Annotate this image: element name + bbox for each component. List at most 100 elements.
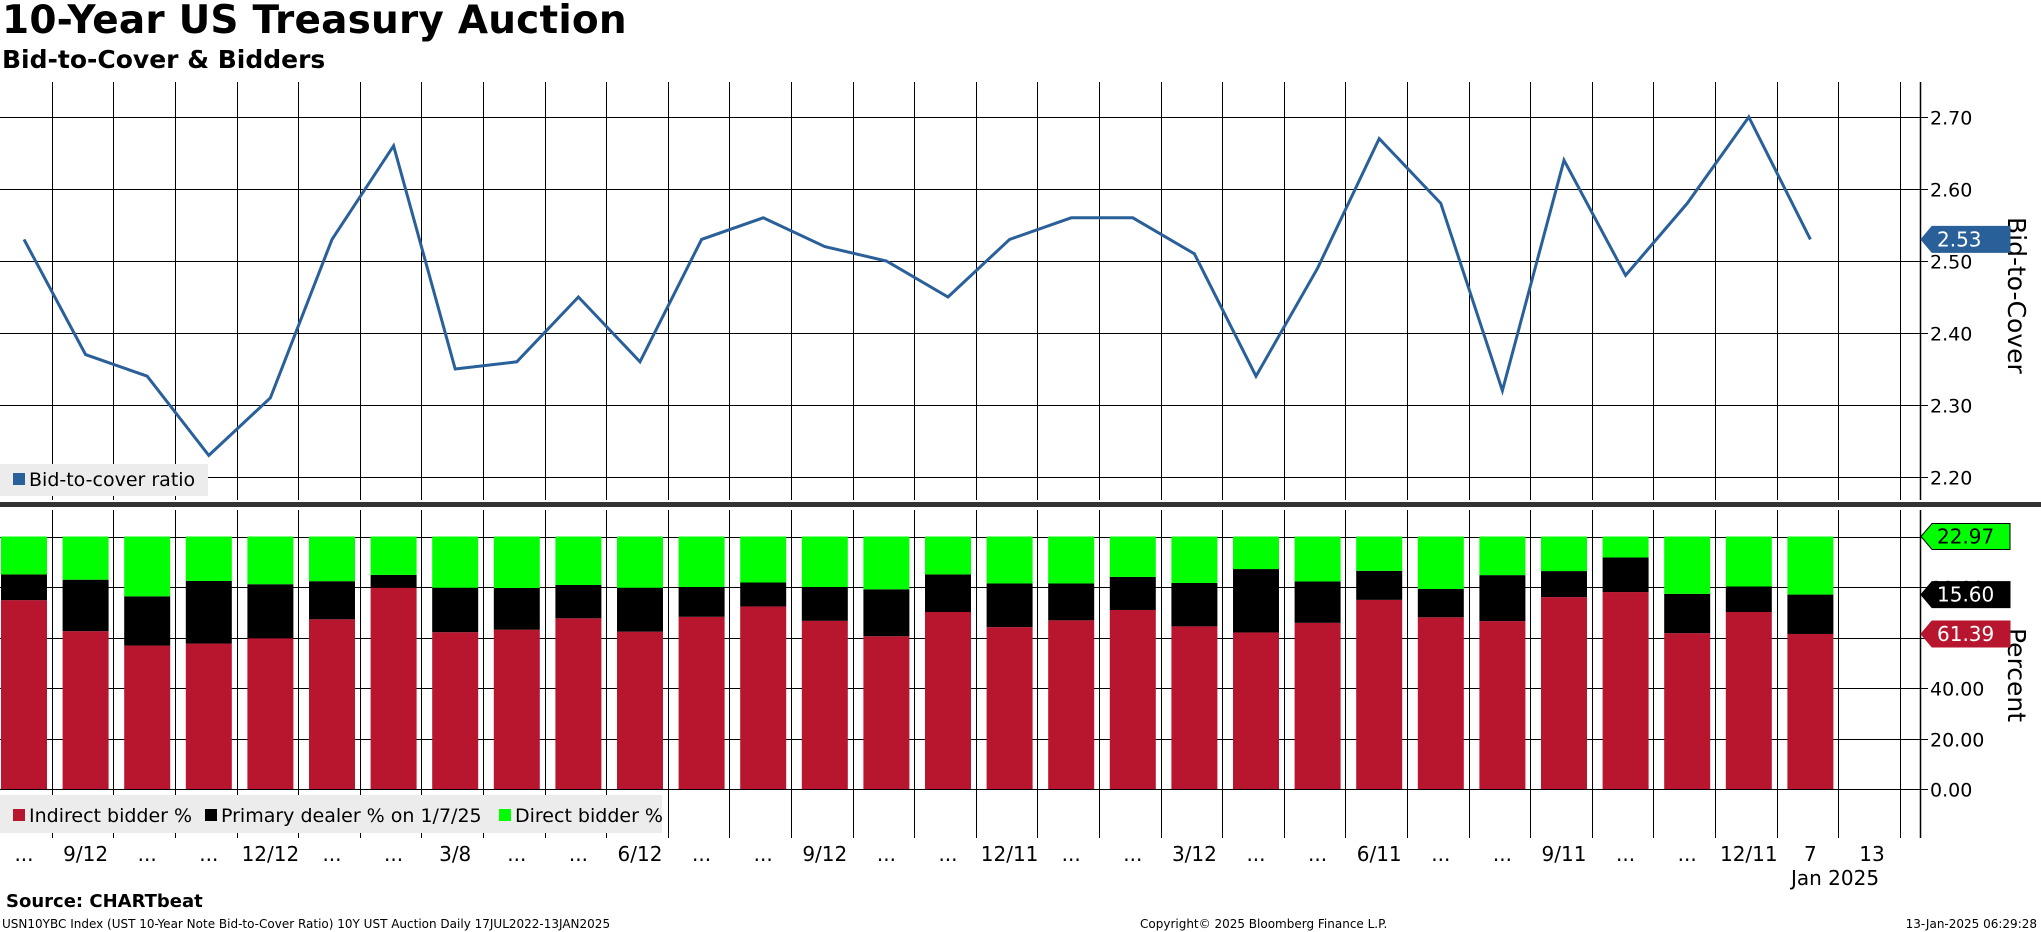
x-tick-label: ... xyxy=(754,842,773,866)
bar-indirect-segment xyxy=(309,619,355,789)
bar-direct-segment xyxy=(1602,536,1649,558)
bar-direct-segment xyxy=(247,536,294,585)
x-tick-label: ... xyxy=(1308,842,1327,866)
footer-index-description: USN10YBC Index (UST 10-Year Note Bid-to-… xyxy=(2,917,611,931)
bar-direct-segment xyxy=(1109,536,1156,577)
legend-label-bid-to-cover: Bid-to-cover ratio xyxy=(29,469,195,491)
bar-primary-dealer-segment xyxy=(185,580,232,644)
bar-direct-segment xyxy=(863,536,910,590)
bar-indirect-segment xyxy=(432,632,479,789)
bar-primary-dealer-segment xyxy=(247,584,294,639)
bar-direct-segment xyxy=(1171,536,1218,583)
bar-primary-dealer-segment xyxy=(740,582,787,607)
x-tick-label: 9/12 xyxy=(802,842,847,866)
x-tick-label: ... xyxy=(938,842,957,866)
bottom-y-tick-label: 20.00 xyxy=(1930,730,1984,752)
bar-indirect-segment xyxy=(986,627,1033,789)
bar-direct-segment xyxy=(678,536,725,587)
legend-swatch-bid-to-cover xyxy=(13,473,25,485)
bottom-y-tick-label: 0.00 xyxy=(1930,780,1972,802)
legend-label-primary-dealer: Primary dealer % on 1/7/25 xyxy=(221,805,482,827)
bid-to-cover-line xyxy=(22,114,1812,458)
bar-indirect-segment xyxy=(617,631,663,789)
panel-divider xyxy=(0,502,2041,507)
bar-direct-segment xyxy=(617,536,663,588)
bar-direct-segment xyxy=(1479,536,1526,576)
direct-last-value-label: 22.97 xyxy=(1937,525,1994,549)
bar-direct-segment xyxy=(1664,536,1711,594)
x-tick-label: ... xyxy=(384,842,403,866)
legend-label-indirect: Indirect bidder % xyxy=(29,805,192,827)
x-tick-label: ... xyxy=(14,842,33,866)
x-tick-label: ... xyxy=(138,842,157,866)
x-tick-label: ... xyxy=(877,842,896,866)
bar-direct-segment xyxy=(1417,536,1464,590)
bar-primary-dealer-segment xyxy=(432,587,479,633)
bar-indirect-segment xyxy=(493,629,540,789)
top-y-tick-label: 2.20 xyxy=(1930,468,1972,490)
bottom-y-tick-label: 40.00 xyxy=(1930,679,1984,701)
x-axis-year-label: Jan 2025 xyxy=(1789,866,1879,890)
bar-indirect-segment xyxy=(1048,620,1095,789)
primary-dealer-last-value-label: 15.60 xyxy=(1937,583,1994,607)
bar-direct-segment xyxy=(925,536,971,575)
x-tick-label: ... xyxy=(692,842,711,866)
bar-direct-segment xyxy=(740,536,787,583)
bar-primary-dealer-segment xyxy=(617,587,663,632)
bar-direct-segment xyxy=(986,536,1033,584)
bar-direct-segment xyxy=(555,536,602,585)
x-tick-label: ... xyxy=(1123,842,1142,866)
x-tick-label: 12/11 xyxy=(981,842,1039,866)
bid-to-cover-last-value-label: 2.53 xyxy=(1937,227,1982,251)
top-y-tick-label: 2.30 xyxy=(1930,396,1972,418)
bar-primary-dealer-segment xyxy=(1294,581,1341,623)
top-y-tick-label: 2.50 xyxy=(1930,252,1972,274)
x-tick-label: 12/11 xyxy=(1720,842,1778,866)
bar-primary-dealer-segment xyxy=(986,583,1033,628)
direct-last-value-box xyxy=(1920,523,2011,550)
bar-direct-segment xyxy=(801,536,848,587)
bar-indirect-segment xyxy=(247,638,294,789)
bar-indirect-segment xyxy=(1664,633,1711,789)
bar-indirect-segment xyxy=(1417,617,1464,789)
x-tick-label: 9/12 xyxy=(63,842,108,866)
indirect-last-value-label: 61.39 xyxy=(1937,622,1994,646)
bar-direct-segment xyxy=(1048,536,1095,584)
bar-direct-segment xyxy=(1,536,47,575)
bar-primary-dealer-segment xyxy=(1479,575,1526,622)
bar-indirect-segment xyxy=(1233,632,1279,789)
bar-primary-dealer-segment xyxy=(493,588,540,630)
bar-primary-dealer-segment xyxy=(1048,583,1095,621)
chart-subtitle: Bid-to-Cover & Bidders xyxy=(2,45,326,74)
primary-dealer-last-value-box xyxy=(1920,581,2011,609)
x-tick-label: 13 xyxy=(1859,842,1884,866)
bar-indirect-segment xyxy=(1541,597,1587,789)
legend-swatch-primary-dealer xyxy=(205,809,217,821)
bar-primary-dealer-segment xyxy=(1417,589,1464,618)
bar-direct-segment xyxy=(309,536,355,582)
bar-indirect-segment xyxy=(925,611,971,789)
bar-indirect-segment xyxy=(1602,592,1649,789)
x-tick-label: 12/12 xyxy=(242,842,300,866)
x-tick-label: 6/11 xyxy=(1357,842,1402,866)
bar-direct-segment xyxy=(1725,536,1772,587)
bar-indirect-segment xyxy=(555,618,602,789)
bar-direct-segment xyxy=(493,536,540,589)
x-tick-label: ... xyxy=(1246,842,1265,866)
x-tick-label: 7 xyxy=(1804,842,1817,866)
bar-direct-segment xyxy=(1356,536,1403,571)
bottom-legend-box xyxy=(0,795,662,833)
bar-indirect-segment xyxy=(1356,599,1403,789)
x-tick-label: ... xyxy=(1431,842,1450,866)
x-tick-label: ... xyxy=(507,842,526,866)
footer-copyright: Copyright© 2025 Bloomberg Finance L.P. xyxy=(1140,917,1388,931)
bar-indirect-segment xyxy=(1109,609,1156,789)
bar-indirect-segment xyxy=(801,620,848,789)
indirect-last-value-box xyxy=(1920,620,2011,648)
x-tick-label: ... xyxy=(569,842,588,866)
bar-primary-dealer-segment xyxy=(370,574,417,588)
bar-primary-dealer-segment xyxy=(1233,569,1279,633)
x-tick-label: 6/12 xyxy=(618,842,663,866)
bar-indirect-segment xyxy=(1171,626,1218,789)
